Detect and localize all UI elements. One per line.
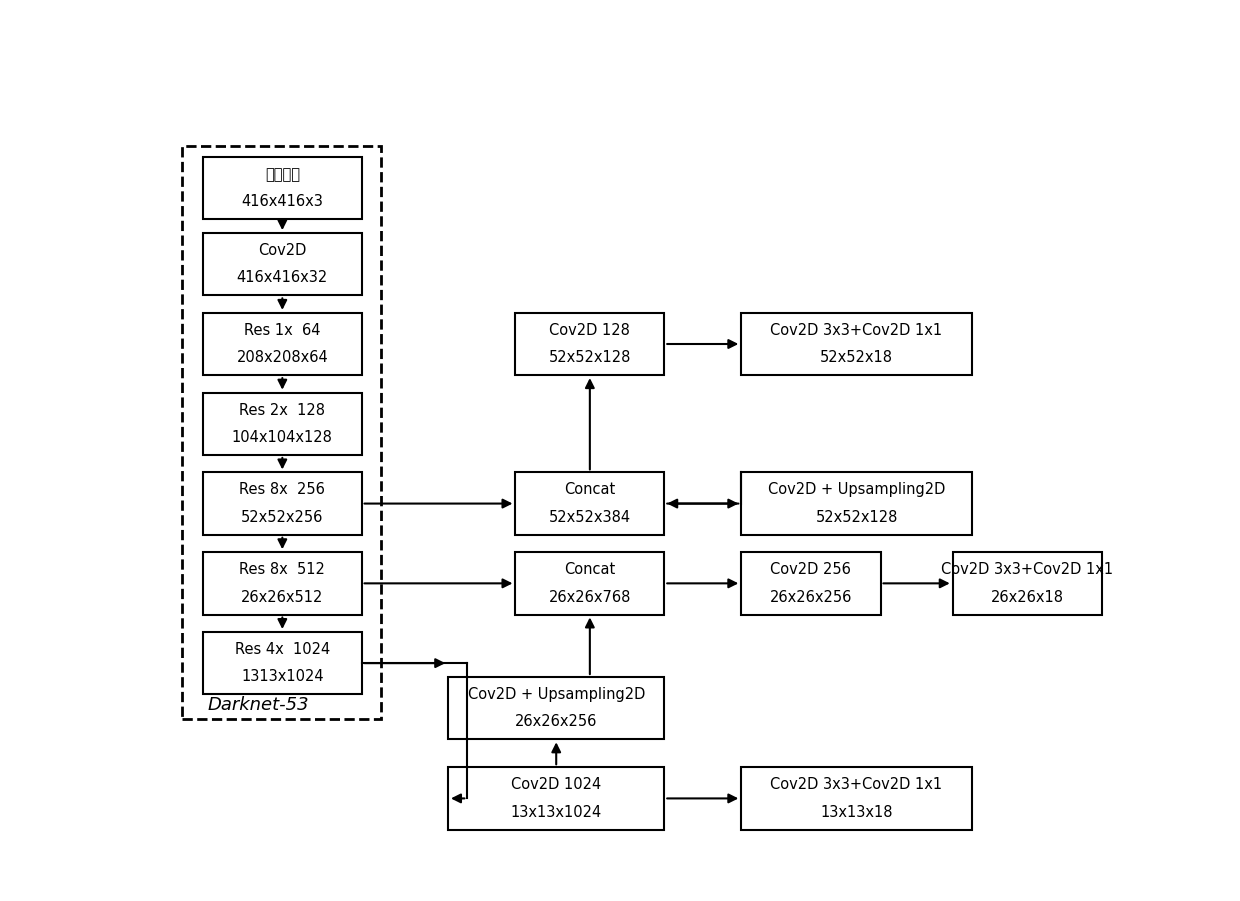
FancyBboxPatch shape bbox=[952, 552, 1101, 614]
Text: 104x104x128: 104x104x128 bbox=[232, 430, 332, 445]
Text: 208x208x64: 208x208x64 bbox=[237, 350, 329, 365]
Text: 26x26x256: 26x26x256 bbox=[770, 589, 852, 605]
Text: Res 2x  128: Res 2x 128 bbox=[239, 403, 325, 417]
FancyBboxPatch shape bbox=[203, 393, 362, 455]
FancyBboxPatch shape bbox=[203, 157, 362, 219]
FancyBboxPatch shape bbox=[203, 233, 362, 296]
Text: 13x13x18: 13x13x18 bbox=[821, 805, 893, 820]
Text: Concat: Concat bbox=[564, 562, 615, 578]
FancyBboxPatch shape bbox=[448, 768, 665, 830]
FancyBboxPatch shape bbox=[742, 472, 972, 535]
FancyBboxPatch shape bbox=[516, 472, 665, 535]
Text: 26x26x768: 26x26x768 bbox=[548, 589, 631, 605]
Text: Cov2D 1024: Cov2D 1024 bbox=[511, 778, 601, 792]
Text: 52x52x128: 52x52x128 bbox=[548, 350, 631, 365]
Text: 26x26x256: 26x26x256 bbox=[515, 714, 598, 730]
Text: Res 1x  64: Res 1x 64 bbox=[244, 323, 321, 338]
Text: Cov2D 3x3+Cov2D 1x1: Cov2D 3x3+Cov2D 1x1 bbox=[770, 323, 942, 338]
Text: Res 4x  1024: Res 4x 1024 bbox=[234, 642, 330, 657]
Text: 13x13x1024: 13x13x1024 bbox=[511, 805, 601, 820]
Text: Res 8x  512: Res 8x 512 bbox=[239, 562, 325, 578]
FancyBboxPatch shape bbox=[516, 552, 665, 614]
Text: 52x52x384: 52x52x384 bbox=[549, 510, 631, 524]
Text: Cov2D + Upsampling2D: Cov2D + Upsampling2D bbox=[768, 482, 945, 497]
Text: Cov2D 3x3+Cov2D 1x1: Cov2D 3x3+Cov2D 1x1 bbox=[941, 562, 1114, 578]
Text: 416x416x32: 416x416x32 bbox=[237, 270, 327, 286]
Text: 1313x1024: 1313x1024 bbox=[241, 669, 324, 685]
Text: Cov2D 256: Cov2D 256 bbox=[770, 562, 852, 578]
FancyBboxPatch shape bbox=[516, 313, 665, 375]
Text: 52x52x18: 52x52x18 bbox=[820, 350, 893, 365]
Text: 52x52x128: 52x52x128 bbox=[816, 510, 898, 524]
Text: Cov2D + Upsampling2D: Cov2D + Upsampling2D bbox=[467, 687, 645, 702]
FancyBboxPatch shape bbox=[203, 552, 362, 614]
FancyBboxPatch shape bbox=[742, 768, 972, 830]
FancyBboxPatch shape bbox=[203, 632, 362, 695]
Text: Cov2D 3x3+Cov2D 1x1: Cov2D 3x3+Cov2D 1x1 bbox=[770, 778, 942, 792]
Text: Darknet-53: Darknet-53 bbox=[208, 696, 310, 714]
Text: Concat: Concat bbox=[564, 482, 615, 497]
Text: 26x26x18: 26x26x18 bbox=[991, 589, 1064, 605]
Text: Cov2D 128: Cov2D 128 bbox=[549, 323, 630, 338]
FancyBboxPatch shape bbox=[203, 313, 362, 375]
Text: Cov2D: Cov2D bbox=[258, 243, 306, 258]
FancyBboxPatch shape bbox=[203, 472, 362, 535]
Text: Res 8x  256: Res 8x 256 bbox=[239, 482, 325, 497]
FancyBboxPatch shape bbox=[448, 677, 665, 740]
FancyBboxPatch shape bbox=[742, 313, 972, 375]
Text: 416x416x3: 416x416x3 bbox=[242, 194, 324, 209]
FancyBboxPatch shape bbox=[742, 552, 880, 614]
Text: 52x52x256: 52x52x256 bbox=[241, 510, 324, 524]
Text: 输入图像: 输入图像 bbox=[265, 167, 300, 182]
Text: 26x26x512: 26x26x512 bbox=[241, 589, 324, 605]
